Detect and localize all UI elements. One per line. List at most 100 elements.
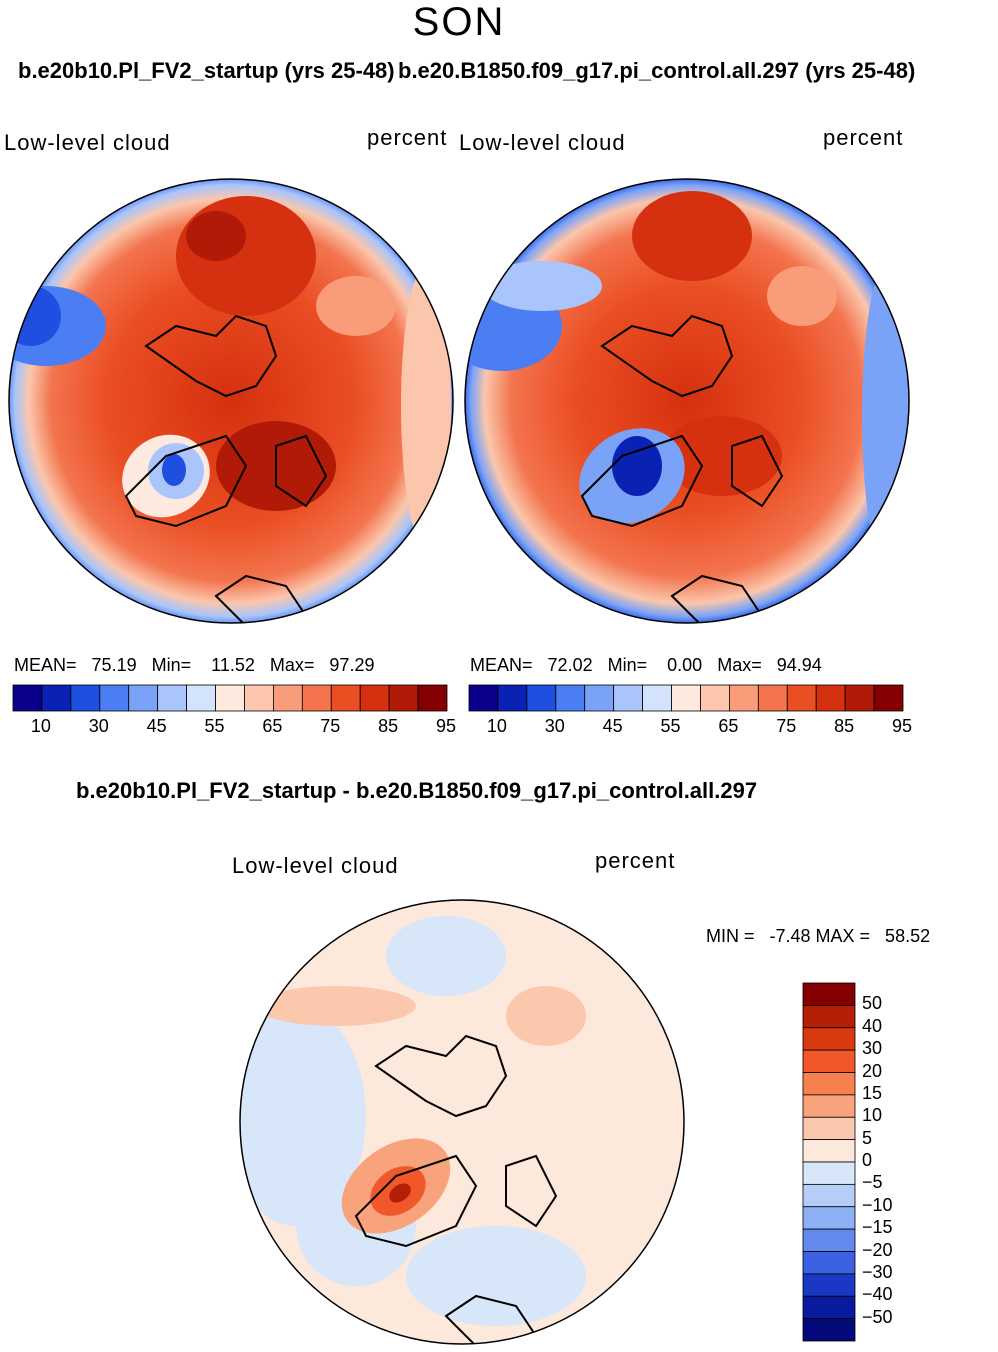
mean-label: MEAN= bbox=[14, 655, 77, 675]
colorbar-tick-label: 95 bbox=[436, 716, 457, 736]
diff-colorbar-swatch bbox=[802, 1295, 856, 1320]
diff-colorbar-tick-label: −40 bbox=[862, 1284, 893, 1305]
diff-border bbox=[239, 899, 685, 1345]
colorbar-tick-label: 75 bbox=[776, 716, 797, 736]
panel-1-colorbar-ticks: 10 30 45 55 65 75 85 95 bbox=[12, 716, 456, 740]
panel-2-colorbar bbox=[468, 684, 904, 712]
diff-coastline bbox=[354, 1034, 558, 1344]
diff-colorbar-tick-label: 20 bbox=[862, 1060, 883, 1081]
map-2-blob bbox=[862, 266, 909, 566]
colorbar-swatch bbox=[215, 684, 245, 712]
colorbar-swatch bbox=[330, 684, 361, 712]
map-1-blob bbox=[401, 266, 451, 546]
diff-colorbar-swatch bbox=[802, 1318, 856, 1342]
colorbar-swatch bbox=[417, 684, 448, 712]
diff-blob bbox=[506, 986, 586, 1046]
map-2-blob bbox=[612, 436, 662, 496]
panel-1-colorbar bbox=[12, 684, 448, 712]
map-1-blob bbox=[186, 211, 246, 261]
diff-colorbar-swatch bbox=[802, 1206, 856, 1230]
diff-colorbar bbox=[802, 982, 856, 1342]
panel-1-polar-map bbox=[8, 178, 454, 624]
colorbar-swatch bbox=[613, 684, 644, 712]
diff-colorbar-swatch bbox=[802, 1116, 856, 1141]
colorbar-tick-label: 75 bbox=[320, 716, 341, 736]
colorbar-tick-label: 10 bbox=[486, 716, 507, 736]
diff-blob bbox=[389, 1183, 411, 1203]
diff-colorbar-swatch bbox=[802, 982, 856, 1006]
panel-1-title: b.e20b10.Pl_FV2_startup (yrs 25-48) bbox=[18, 58, 395, 83]
colorbar-tick-label: 55 bbox=[204, 716, 225, 736]
diff-blob bbox=[256, 986, 416, 1026]
max-value: 94.94 bbox=[776, 655, 822, 675]
diff-colorbar-swatch bbox=[802, 1094, 856, 1118]
panel-2-title: b.e20.B1850.f09_g17.pi_control.all.297 (… bbox=[398, 58, 916, 83]
diff-colorbar-tick-label: −10 bbox=[862, 1194, 893, 1215]
colorbar-tick-label: 30 bbox=[88, 716, 109, 736]
map-2-blob bbox=[662, 416, 782, 496]
colorbar-tick-label: 85 bbox=[834, 716, 855, 736]
panel-2-polar-map bbox=[464, 178, 910, 624]
colorbar-swatch bbox=[12, 684, 43, 712]
colorbar-tick-label: 45 bbox=[146, 716, 167, 736]
diff-colorbar-tick-label: −15 bbox=[862, 1217, 893, 1238]
panel-1-stats: MEAN= 75.19 Min= 11.52 Max= 97.29 bbox=[14, 655, 374, 676]
colorbar-swatch bbox=[244, 684, 274, 712]
colorbar-swatch bbox=[671, 684, 701, 712]
colorbar-swatch bbox=[786, 684, 817, 712]
colorbar-tick-label: 65 bbox=[262, 716, 283, 736]
diff-colorbar-tick-label: 5 bbox=[862, 1127, 873, 1148]
diff-colorbar-tick-label: 15 bbox=[862, 1082, 883, 1103]
colorbar-swatch bbox=[99, 684, 130, 712]
mean-value: 75.19 bbox=[91, 655, 137, 675]
colorbar-swatch bbox=[186, 684, 216, 712]
panel-2-variable-label: Low-level cloud bbox=[459, 130, 626, 155]
panel-1-variable-label: Low-level cloud bbox=[4, 130, 171, 155]
max-label: Max= bbox=[269, 655, 315, 675]
map-1-blob bbox=[316, 276, 396, 336]
colorbar-tick-label: 95 bbox=[892, 716, 913, 736]
map-2-border bbox=[464, 178, 910, 624]
map-1-blob bbox=[162, 454, 186, 486]
panel-2-units-label: percent bbox=[823, 125, 904, 150]
colorbar-tick-label: 45 bbox=[602, 716, 623, 736]
colorbar-swatch bbox=[757, 684, 788, 712]
diff-units-label: percent bbox=[595, 848, 676, 873]
diff-colorbar-swatch bbox=[802, 1072, 856, 1096]
colorbar-tick-label: 65 bbox=[718, 716, 739, 736]
min-value: 0.00 bbox=[667, 655, 703, 675]
colorbar-tick-label: 10 bbox=[30, 716, 51, 736]
diff-colorbar-tick-label: 30 bbox=[862, 1038, 883, 1059]
diff-colorbar-tick-label: −30 bbox=[862, 1261, 893, 1282]
diff-colorbar-swatch bbox=[802, 1251, 856, 1275]
mean-label: MEAN= bbox=[470, 655, 533, 675]
diff-title: b.e20b10.Pl_FV2_startup - b.e20.B1850.f0… bbox=[76, 778, 758, 803]
colorbar-swatch bbox=[844, 684, 875, 712]
season-title: SON bbox=[412, 0, 506, 44]
colorbar-swatch bbox=[128, 684, 159, 712]
map-1-coastline bbox=[124, 314, 328, 623]
colorbar-swatch bbox=[584, 684, 615, 712]
colorbar-swatch bbox=[555, 684, 586, 712]
diff-blob bbox=[406, 1226, 586, 1326]
min-label: Min= bbox=[151, 655, 192, 675]
map-2-blob bbox=[482, 261, 602, 311]
colorbar-swatch bbox=[642, 684, 672, 712]
panel-2-stats: MEAN= 72.02 Min= 0.00 Max= 94.94 bbox=[470, 655, 822, 676]
colorbar-swatch bbox=[301, 684, 332, 712]
colorbar-swatch bbox=[388, 684, 419, 712]
colorbar-tick-label: 85 bbox=[378, 716, 399, 736]
colorbar-swatch bbox=[359, 684, 390, 712]
colorbar-swatch bbox=[70, 684, 101, 712]
diff-blob bbox=[240, 1006, 366, 1226]
colorbar-swatch bbox=[700, 684, 730, 712]
diff-colorbar-swatch bbox=[802, 1004, 856, 1029]
diff-polar-map bbox=[239, 899, 685, 1345]
diff-colorbar-ticks: 50 40 30 20 15 10 5 0 −5 −10 −15 −20 −30 −40 −50 bbox=[862, 982, 922, 1342]
colorbar-swatch bbox=[41, 684, 72, 712]
diff-colorbar-tick-label: −5 bbox=[862, 1172, 883, 1193]
diff-colorbar-swatch bbox=[802, 1027, 856, 1051]
colorbar-tick-label: 30 bbox=[544, 716, 565, 736]
mean-value: 72.02 bbox=[547, 655, 593, 675]
diff-colorbar-tick-label: 40 bbox=[862, 1015, 883, 1036]
